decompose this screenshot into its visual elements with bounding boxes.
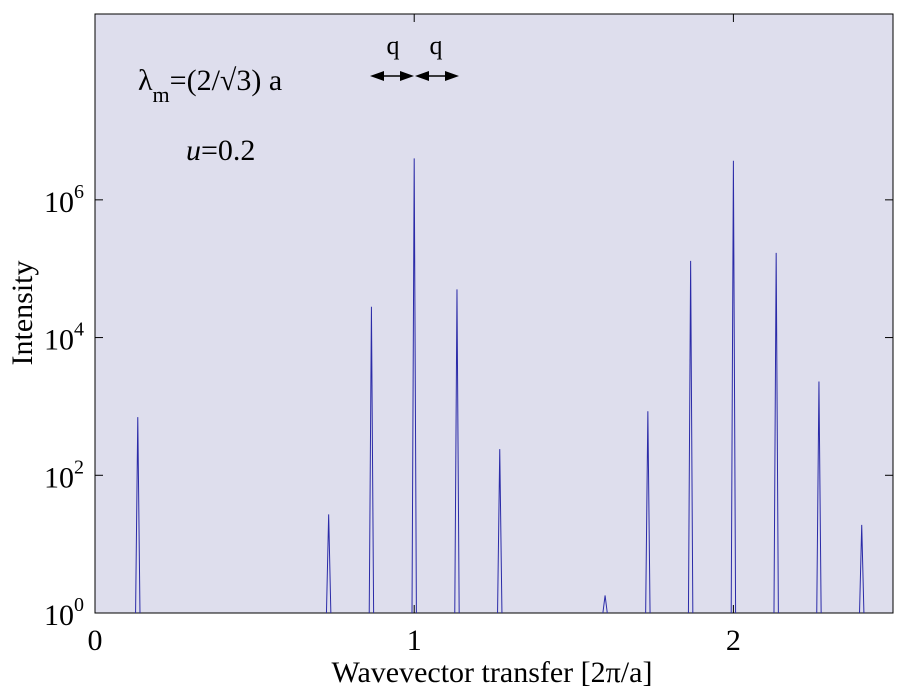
plot-background	[94, 13, 894, 614]
y-tick-label-1: 102	[44, 456, 84, 494]
peak-0	[135, 417, 141, 614]
peak-12	[859, 524, 865, 614]
peak-4	[454, 289, 460, 614]
q-arrow-right	[415, 71, 459, 81]
lambda-subscript: m	[153, 82, 170, 107]
peak-9	[730, 160, 737, 614]
peak-1	[325, 514, 332, 614]
peak-6	[602, 595, 608, 614]
x-tick-label-1: 1	[407, 624, 422, 657]
x-tick-label-2: 2	[726, 624, 741, 657]
peak-3	[411, 158, 417, 614]
u-annotation: u=0.2	[186, 134, 255, 167]
q-label-right: q	[430, 31, 443, 60]
y-tick-label-0: 100	[44, 594, 84, 632]
x-axis-ticks: 0 1 2	[88, 14, 741, 657]
q-label-left: q	[387, 31, 400, 60]
y-tick-label-3: 106	[44, 181, 84, 219]
peak-series	[135, 158, 865, 614]
peak-5	[497, 449, 503, 614]
peak-10	[773, 252, 779, 614]
y-tick-label-2: 104	[44, 319, 84, 357]
x-axis-label: Wavevector transfer [2π/a]	[332, 656, 653, 689]
y-axis-label: Intensity	[6, 261, 39, 366]
q-arrow-left	[370, 71, 414, 81]
y-axis-ticks: 100 102 104 106	[44, 181, 893, 632]
x-tick-label-0: 0	[88, 624, 103, 657]
peak-2	[368, 306, 375, 614]
peak-7	[645, 411, 651, 614]
peak-8	[687, 260, 694, 614]
peak-11	[816, 381, 822, 614]
lambda-annotation: λm=(2/√3) a	[138, 64, 282, 107]
